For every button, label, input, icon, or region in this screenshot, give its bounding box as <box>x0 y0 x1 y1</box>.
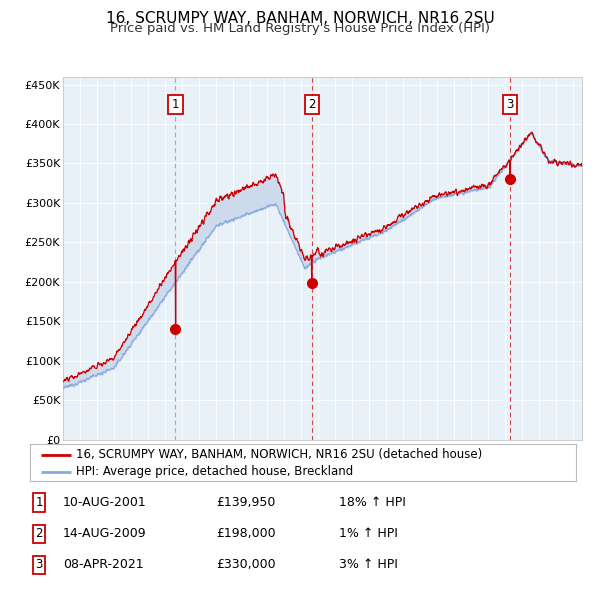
Text: 18% ↑ HPI: 18% ↑ HPI <box>339 496 406 509</box>
Text: 1: 1 <box>35 496 43 509</box>
Text: £198,000: £198,000 <box>216 527 275 540</box>
Text: 16, SCRUMPY WAY, BANHAM, NORWICH, NR16 2SU (detached house): 16, SCRUMPY WAY, BANHAM, NORWICH, NR16 2… <box>76 448 482 461</box>
Text: £139,950: £139,950 <box>216 496 275 509</box>
Text: 10-AUG-2001: 10-AUG-2001 <box>63 496 147 509</box>
Text: 3% ↑ HPI: 3% ↑ HPI <box>339 558 398 571</box>
Text: 1% ↑ HPI: 1% ↑ HPI <box>339 527 398 540</box>
Text: 14-AUG-2009: 14-AUG-2009 <box>63 527 146 540</box>
Text: 2: 2 <box>308 98 316 111</box>
Text: Price paid vs. HM Land Registry's House Price Index (HPI): Price paid vs. HM Land Registry's House … <box>110 22 490 35</box>
Text: 3: 3 <box>506 98 514 111</box>
Text: 08-APR-2021: 08-APR-2021 <box>63 558 143 571</box>
Text: 3: 3 <box>35 558 43 571</box>
Text: £330,000: £330,000 <box>216 558 275 571</box>
Text: HPI: Average price, detached house, Breckland: HPI: Average price, detached house, Brec… <box>76 465 353 478</box>
Text: 16, SCRUMPY WAY, BANHAM, NORWICH, NR16 2SU: 16, SCRUMPY WAY, BANHAM, NORWICH, NR16 2… <box>106 11 494 25</box>
Text: 2: 2 <box>35 527 43 540</box>
Text: 1: 1 <box>172 98 179 111</box>
